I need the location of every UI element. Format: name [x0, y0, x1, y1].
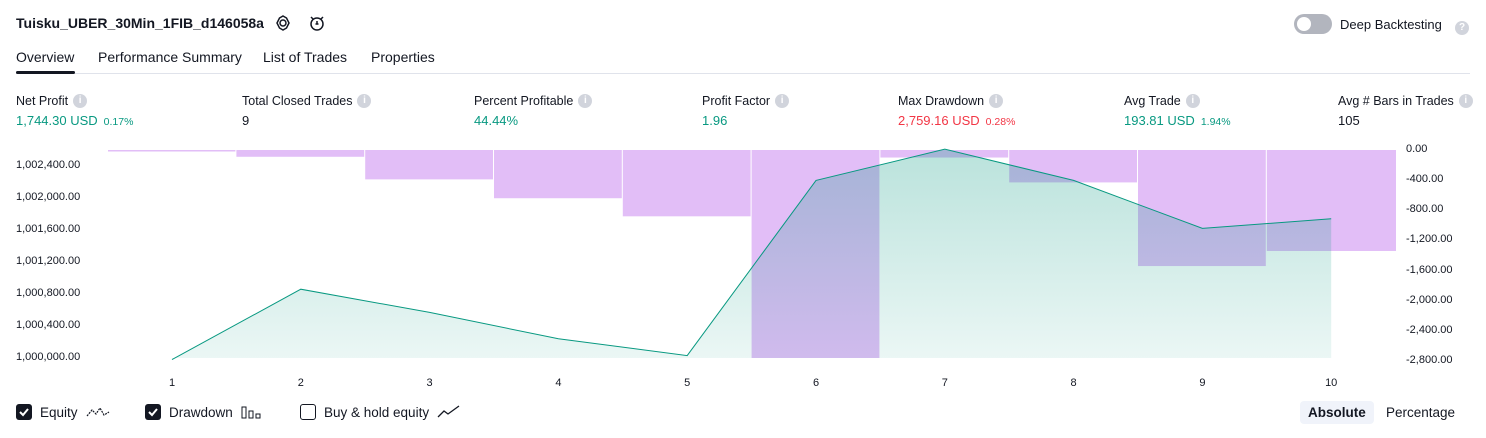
drawdown-bar	[108, 150, 236, 152]
metric-value: 1.96	[702, 113, 728, 128]
legend-drawdown[interactable]: Drawdown	[145, 404, 261, 420]
left-axis-tick: 1,000,400.00	[16, 319, 81, 331]
x-axis-tick: 9	[1199, 377, 1206, 389]
legend-buy-hold[interactable]: Buy & hold equity	[300, 404, 461, 420]
metric-percent: 1.94%	[1200, 116, 1231, 128]
metric-avg-bars-in-trades: Avg # Bars in Trades i 105	[1338, 94, 1473, 128]
deep-backtesting-toggle[interactable]	[1294, 14, 1332, 34]
info-icon[interactable]: i	[357, 94, 372, 108]
right-axis-tick: -2,000.00	[1406, 293, 1453, 306]
right-axis-tick: -2,400.00	[1406, 323, 1453, 336]
bar-chart-icon	[241, 406, 261, 419]
right-axis-tick: -800.00	[1406, 203, 1444, 216]
metric-value: 193.81 USD	[1124, 113, 1195, 128]
metric-total-closed-trades: Total Closed Trades i 9	[242, 94, 372, 128]
metric-net-profit: Net Profit i 1,744.30 USD 0.17%	[16, 94, 133, 128]
info-icon[interactable]: i	[775, 94, 790, 108]
metric-label: Avg Trade	[1124, 94, 1181, 108]
drawdown-checkbox[interactable]	[145, 404, 161, 420]
info-icon[interactable]: i	[1185, 94, 1200, 108]
equity-checkbox[interactable]	[16, 404, 32, 420]
info-icon[interactable]: i	[578, 94, 593, 108]
x-axis-tick: 3	[426, 377, 433, 389]
tab-divider	[16, 73, 1470, 74]
tab-performance-summary[interactable]: Performance Summary	[98, 49, 242, 65]
legend-label: Drawdown	[169, 404, 233, 420]
x-axis-tick: 8	[1070, 377, 1077, 389]
drawdown-bar	[365, 150, 493, 180]
buy-hold-checkbox[interactable]	[300, 404, 316, 420]
legend-label: Equity	[40, 404, 78, 420]
settings-icon[interactable]	[274, 14, 292, 32]
drawdown-bar	[494, 150, 622, 199]
metric-value: 1,744.30 USD	[16, 113, 98, 128]
tab-properties[interactable]: Properties	[371, 49, 435, 65]
tab-overview[interactable]: Overview	[16, 49, 75, 65]
right-axis-tick: -1,200.00	[1406, 233, 1453, 246]
x-axis-tick: 7	[941, 377, 948, 389]
x-axis-tick: 6	[812, 377, 820, 389]
info-icon[interactable]: i	[989, 94, 1004, 108]
metric-value: 105	[1338, 113, 1360, 128]
x-axis-tick: 2	[297, 377, 304, 389]
metric-avg-trade: Avg Trade i 193.81 USD 1.94%	[1124, 94, 1231, 128]
left-axis-tick: 1,001,600.00	[16, 223, 81, 235]
absolute-button[interactable]: Absolute	[1300, 401, 1374, 424]
right-axis-tick: -1,600.00	[1406, 263, 1453, 276]
info-icon[interactable]: i	[73, 94, 88, 108]
tab-list-of-trades[interactable]: List of Trades	[263, 49, 348, 65]
trend-line-icon	[437, 405, 460, 418]
x-axis-tick: 5	[684, 377, 691, 389]
legend-equity[interactable]: Equity	[16, 404, 110, 420]
strategy-title: Tuisku_UBER_30Min_1FIB_d146058a	[16, 15, 264, 31]
right-axis-tick: -2,800.00	[1406, 354, 1453, 366]
metric-label: Total Closed Trades	[242, 94, 353, 108]
equity-line	[171, 148, 1332, 361]
deep-backtesting-label: Deep Backtesting	[1340, 17, 1442, 32]
metric-label: Percent Profitable	[474, 94, 574, 108]
metric-label: Profit Factor	[702, 94, 771, 108]
metric-percent: 0.17%	[103, 116, 134, 128]
legend-label: Buy & hold equity	[324, 404, 430, 420]
metric-value: 44.44%	[474, 113, 519, 128]
equity-drawdown-chart[interactable]	[0, 0, 1486, 400]
metric-profit-factor: Profit Factor i 1.96	[702, 94, 790, 128]
drawdown-bar	[622, 150, 751, 217]
metric-percent-profitable: Percent Profitable i 44.44%	[474, 94, 593, 128]
drawdown-bar	[236, 150, 365, 157]
metric-label: Max Drawdown	[898, 94, 985, 108]
left-axis-tick: 1,000,000.00	[16, 351, 81, 363]
equity-area	[172, 149, 1332, 360]
left-axis-tick: 1,000,800.00	[16, 287, 81, 299]
left-axis-tick: 1,001,200.00	[16, 255, 81, 267]
metric-label: Net Profit	[16, 94, 69, 108]
metric-value: 2,759.16 USD	[898, 113, 980, 128]
x-axis-tick: 4	[555, 377, 562, 389]
active-tab-indicator	[16, 71, 75, 74]
metric-percent: 0.28%	[985, 116, 1016, 128]
percentage-button[interactable]: Percentage	[1386, 405, 1456, 420]
right-axis-tick: 0.00	[1406, 143, 1428, 155]
metric-label: Avg # Bars in Trades	[1338, 94, 1454, 108]
add-alert-icon[interactable]	[308, 14, 326, 32]
metric-max-drawdown: Max Drawdown i 2,759.16 USD 0.28%	[898, 94, 1015, 128]
info-icon[interactable]: i	[1458, 94, 1473, 108]
x-axis-tick: 1	[168, 377, 176, 389]
left-axis-tick: 1,002,400.00	[16, 159, 81, 171]
x-axis-tick: 10	[1325, 377, 1338, 389]
help-icon[interactable]: ?	[1455, 17, 1469, 35]
metric-value: 9	[242, 113, 250, 128]
left-axis-tick: 1,002,000.00	[16, 191, 81, 203]
equity-line-icon	[86, 406, 109, 417]
right-axis-tick: -400.00	[1406, 173, 1444, 186]
